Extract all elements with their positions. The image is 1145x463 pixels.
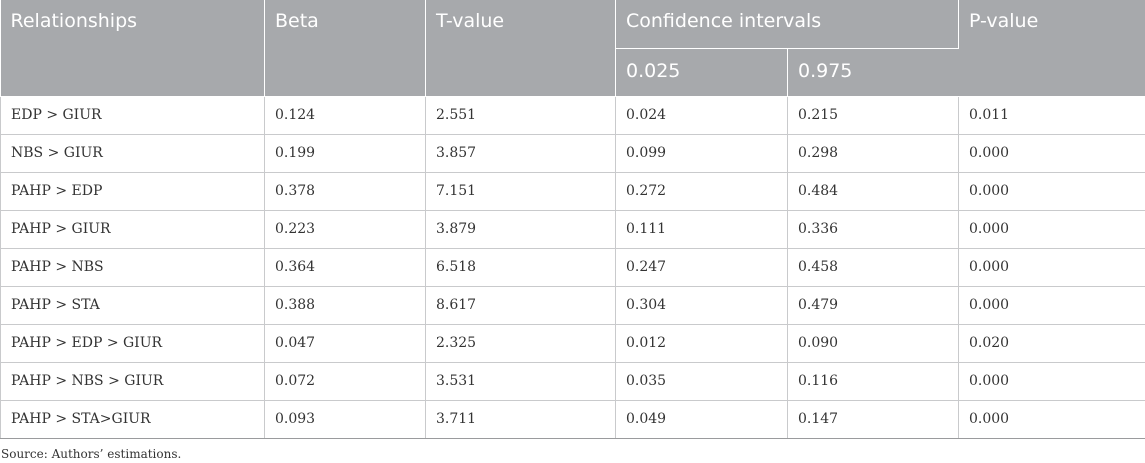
- cell-p-value: 0.000: [958, 248, 1145, 287]
- cell-ci-lower: 0.111: [615, 210, 788, 249]
- cell-ci-lower: 0.272: [615, 172, 788, 211]
- cell-ci-lower: 0.035: [615, 362, 788, 401]
- cell-ci-upper: 0.116: [787, 362, 959, 401]
- cell-p-value: 0.000: [958, 172, 1145, 211]
- cell-ci-upper: 0.336: [787, 210, 959, 249]
- header-ci-lower: 0.025: [615, 48, 788, 97]
- cell-beta: 0.072: [264, 362, 426, 401]
- cell-ci-lower: 0.049: [615, 400, 788, 439]
- cell-ci-lower: 0.099: [615, 134, 788, 173]
- cell-p-value: 0.000: [958, 286, 1145, 325]
- source-footnote: Source: Authors’ estimations.: [1, 447, 182, 461]
- cell-relationship: EDP > GIUR: [0, 96, 265, 135]
- table-row: PAHP > STA>GIUR 0.093 3.711 0.049 0.147 0.000: [0, 400, 1145, 439]
- cell-p-value: 0.011: [958, 96, 1145, 135]
- cell-t-value: 2.325: [425, 324, 616, 363]
- table-body: EDP > GIUR 0.124 2.551 0.024 0.215 0.011 NBS >…: [0, 96, 1145, 439]
- cell-relationship: PAHP > EDP > GIUR: [0, 324, 265, 363]
- cell-ci-upper: 0.298: [787, 134, 959, 173]
- cell-t-value: 3.531: [425, 362, 616, 401]
- header-t-value: T-value: [425, 0, 616, 97]
- cell-ci-upper: 0.147: [787, 400, 959, 439]
- table-row: NBS > GIUR 0.199 3.857 0.099 0.298 0.000: [0, 134, 1145, 173]
- cell-p-value: 0.000: [958, 400, 1145, 439]
- cell-beta: 0.124: [264, 96, 426, 135]
- header-ci-upper: 0.975: [787, 48, 959, 97]
- table-header: Relationships Beta T-value Confidence in…: [0, 0, 1145, 97]
- cell-relationship: PAHP > EDP: [0, 172, 265, 211]
- table-row: EDP > GIUR 0.124 2.551 0.024 0.215 0.011: [0, 96, 1145, 135]
- cell-relationship: NBS > GIUR: [0, 134, 265, 173]
- cell-p-value: 0.000: [958, 134, 1145, 173]
- cell-ci-upper: 0.484: [787, 172, 959, 211]
- cell-ci-upper: 0.479: [787, 286, 959, 325]
- cell-t-value: 2.551: [425, 96, 616, 135]
- header-relationships: Relationships: [0, 0, 265, 97]
- cell-t-value: 6.518: [425, 248, 616, 287]
- cell-ci-upper: 0.215: [787, 96, 959, 135]
- cell-ci-upper: 0.090: [787, 324, 959, 363]
- cell-beta: 0.388: [264, 286, 426, 325]
- cell-ci-lower: 0.024: [615, 96, 788, 135]
- table-row: PAHP > EDP > GIUR 0.047 2.325 0.012 0.090 0.0…: [0, 324, 1145, 363]
- cell-p-value: 0.000: [958, 362, 1145, 401]
- cell-beta: 0.378: [264, 172, 426, 211]
- cell-beta: 0.093: [264, 400, 426, 439]
- cell-ci-lower: 0.012: [615, 324, 788, 363]
- cell-t-value: 3.857: [425, 134, 616, 173]
- cell-relationship: PAHP > NBS: [0, 248, 265, 287]
- cell-beta: 0.199: [264, 134, 426, 173]
- cell-relationship: PAHP > NBS > GIUR: [0, 362, 265, 401]
- cell-ci-lower: 0.304: [615, 286, 788, 325]
- table-row: PAHP > EDP 0.378 7.151 0.272 0.484 0.000: [0, 172, 1145, 211]
- cell-relationship: PAHP > GIUR: [0, 210, 265, 249]
- cell-relationship: PAHP > STA: [0, 286, 265, 325]
- results-table: Relationships Beta T-value Confidence in…: [0, 0, 1145, 439]
- table-row: PAHP > NBS 0.364 6.518 0.247 0.458 0.000: [0, 248, 1145, 287]
- cell-p-value: 0.000: [958, 210, 1145, 249]
- table-row: PAHP > STA 0.388 8.617 0.304 0.479 0.000: [0, 286, 1145, 325]
- table-row: PAHP > NBS > GIUR 0.072 3.531 0.035 0.116 0.0…: [0, 362, 1145, 401]
- cell-relationship: PAHP > STA>GIUR: [0, 400, 265, 439]
- cell-ci-upper: 0.458: [787, 248, 959, 287]
- header-p-value: P-value: [958, 0, 1145, 97]
- cell-t-value: 3.711: [425, 400, 616, 439]
- table-row: PAHP > GIUR 0.223 3.879 0.111 0.336 0.000: [0, 210, 1145, 249]
- cell-beta: 0.047: [264, 324, 426, 363]
- header-confidence-intervals: Confidence intervals: [615, 0, 959, 49]
- header-beta: Beta: [264, 0, 426, 97]
- cell-t-value: 8.617: [425, 286, 616, 325]
- cell-t-value: 3.879: [425, 210, 616, 249]
- cell-ci-lower: 0.247: [615, 248, 788, 287]
- cell-beta: 0.223: [264, 210, 426, 249]
- cell-p-value: 0.020: [958, 324, 1145, 363]
- cell-t-value: 7.151: [425, 172, 616, 211]
- cell-beta: 0.364: [264, 248, 426, 287]
